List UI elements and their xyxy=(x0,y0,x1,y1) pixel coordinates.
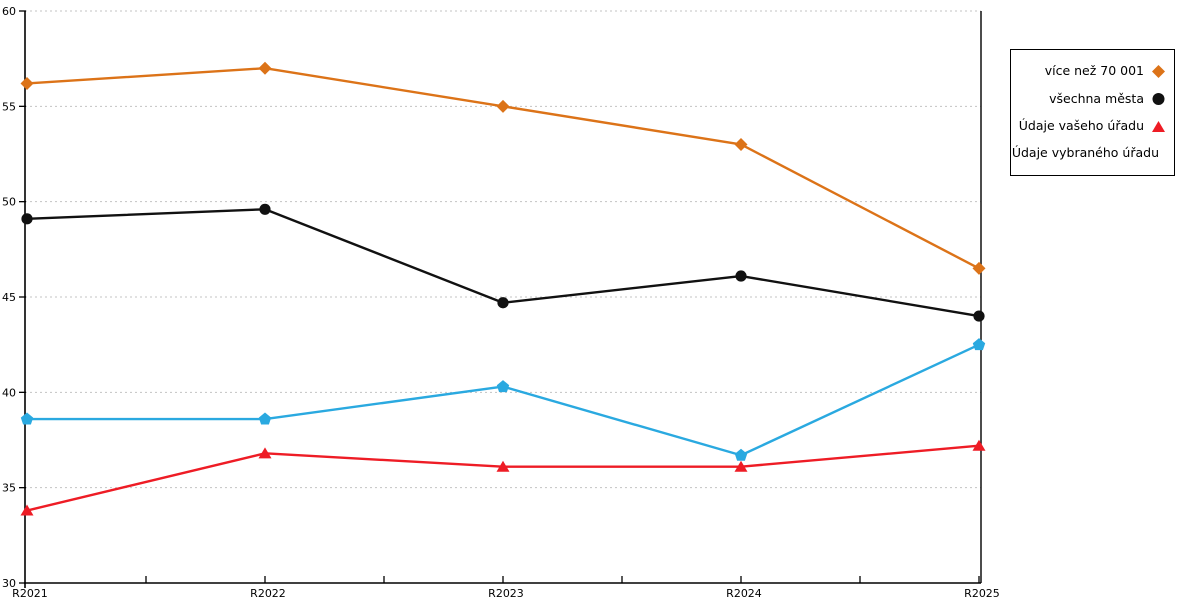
legend-item-triangle[interactable]: Údaje vašeho úřadu xyxy=(1015,119,1166,134)
data-point-marker[interactable] xyxy=(497,297,509,309)
legend-marker-circle-icon xyxy=(1152,93,1165,106)
y-tick-label: 45 xyxy=(2,291,16,304)
data-point-marker[interactable] xyxy=(259,203,271,215)
legend-item-label: Údaje vybraného úřadu xyxy=(1011,145,1159,160)
data-point-marker[interactable] xyxy=(972,261,986,275)
legend-item-diamond[interactable]: více než 70 001 xyxy=(1015,64,1166,79)
x-tick-label: R2022 xyxy=(250,587,286,600)
data-point-marker[interactable] xyxy=(20,412,34,425)
data-point-marker[interactable] xyxy=(20,76,34,90)
data-point-marker[interactable] xyxy=(973,310,985,322)
legend-item-label: více než 70 001 xyxy=(1044,63,1144,79)
legend: více než 70 001 všechna města Údaje vašeho… xyxy=(1010,49,1175,176)
y-tick-label: 55 xyxy=(2,100,16,113)
series-line-3 xyxy=(27,343,980,457)
series-line-2 xyxy=(26,444,980,512)
x-tick-label: R2023 xyxy=(488,587,524,600)
legend-item-pentagon[interactable]: Údaje vybraného úřadu xyxy=(1011,145,1166,161)
data-point-marker[interactable] xyxy=(21,213,33,225)
x-tick-label: R2021 xyxy=(12,587,48,600)
legend-item-label: Údaje vašeho úřadu xyxy=(1018,117,1144,133)
data-point-marker[interactable] xyxy=(735,270,747,282)
legend-marker-triangle-icon xyxy=(1152,120,1165,132)
data-point-marker[interactable] xyxy=(734,460,748,472)
data-point-marker[interactable] xyxy=(496,460,510,472)
x-tick-label: R2024 xyxy=(726,587,762,600)
x-tick-label: R2025 xyxy=(964,587,1000,600)
data-point-marker[interactable] xyxy=(496,380,510,393)
data-point-marker[interactable] xyxy=(972,439,986,451)
data-point-marker[interactable] xyxy=(258,412,272,425)
y-tick-label: 35 xyxy=(2,482,16,495)
series-line-0 xyxy=(26,66,980,270)
y-tick-label: 50 xyxy=(2,196,16,209)
legend-item-label: všechna města xyxy=(1049,90,1144,106)
data-point-marker[interactable] xyxy=(734,448,748,461)
data-point-marker[interactable] xyxy=(972,338,986,351)
y-tick-label: 40 xyxy=(2,386,16,399)
data-point-marker[interactable] xyxy=(20,504,34,516)
data-point-marker[interactable] xyxy=(496,99,510,113)
data-point-marker[interactable] xyxy=(734,137,748,151)
legend-item-circle[interactable]: všechna města xyxy=(1015,91,1166,106)
data-point-marker[interactable] xyxy=(258,61,272,75)
data-point-marker[interactable] xyxy=(258,447,272,459)
legend-marker-diamond-icon xyxy=(1152,65,1165,79)
y-tick-label: 30 xyxy=(2,577,16,590)
y-tick-label: 60 xyxy=(2,5,16,18)
